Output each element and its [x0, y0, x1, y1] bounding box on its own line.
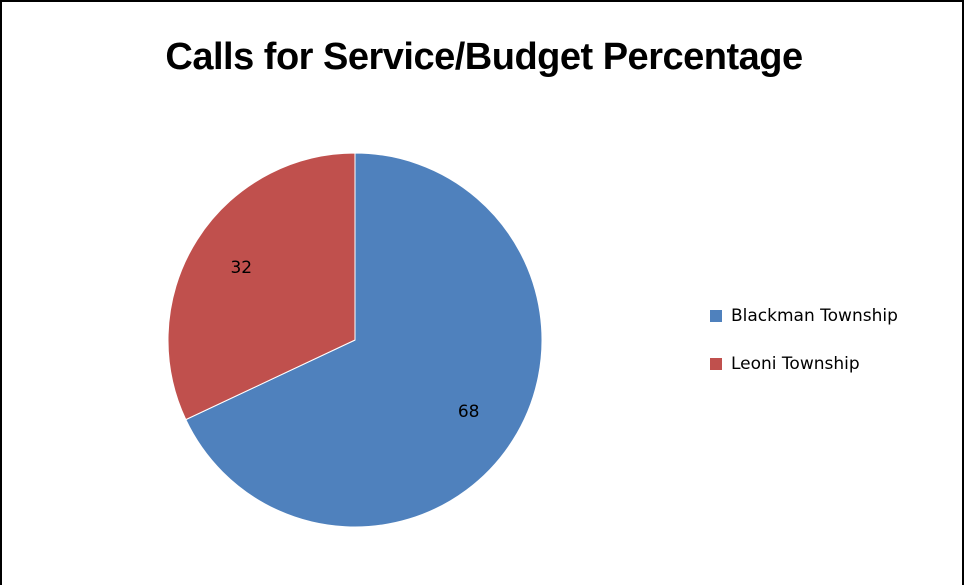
- legend-swatch-blackman: [710, 310, 722, 322]
- legend-item-blackman: Blackman Township: [710, 304, 898, 328]
- data-label-leoni: 32: [230, 258, 252, 278]
- data-label-blackman: 68: [458, 402, 480, 422]
- chart-legend: Blackman Township Leoni Township: [710, 304, 898, 400]
- pie-slice-blackman: [185, 152, 543, 528]
- legend-label-leoni: Leoni Township: [731, 354, 860, 374]
- chart-title: Calls for Service/Budget Percentage: [165, 36, 803, 78]
- pie-slice-leoni: [167, 152, 356, 421]
- legend-swatch-leoni: [710, 358, 722, 370]
- legend-label-blackman: Blackman Township: [731, 306, 898, 326]
- legend-item-leoni: Leoni Township: [710, 352, 898, 376]
